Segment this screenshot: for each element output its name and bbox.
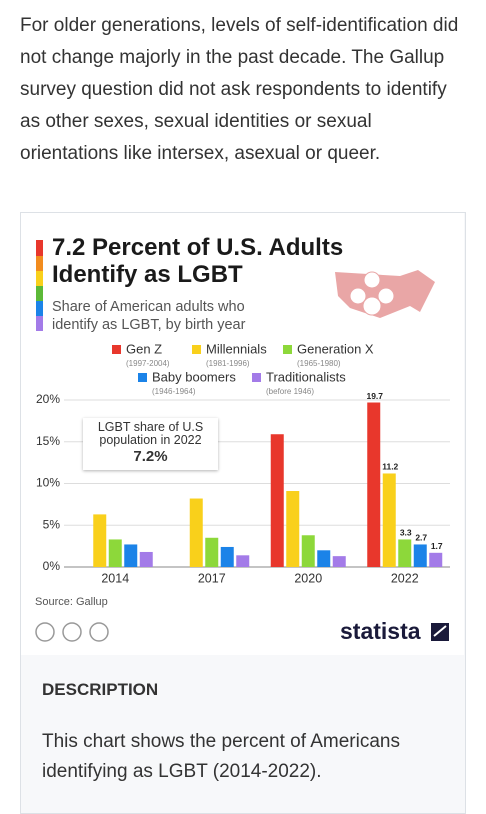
data-label: 11.2	[382, 462, 398, 472]
legend-swatch	[283, 345, 292, 354]
title-stripe	[36, 240, 43, 331]
y-tick-label: 10%	[36, 476, 60, 490]
legend-years: (before 1946)	[266, 387, 314, 396]
y-tick-label: 0%	[43, 559, 61, 573]
brand-logo	[429, 621, 451, 643]
legend-years: (1946-1964)	[152, 387, 196, 396]
bar	[236, 555, 250, 567]
x-tick-label: 2017	[198, 571, 226, 585]
annotation-text: LGBT share of U.S population in 2022	[97, 420, 204, 447]
bar	[382, 473, 396, 567]
chart-title: 7.2 Percent of U.S. Adults Identify as L…	[52, 234, 344, 288]
bar	[317, 550, 331, 567]
legend-label: Baby boomers	[152, 369, 236, 384]
bar	[220, 546, 234, 567]
bar	[413, 544, 427, 567]
legend-label: Generation X	[297, 341, 374, 356]
description-text: This chart shows the percent of American…	[42, 731, 400, 782]
bar	[286, 491, 300, 567]
legend-label: Millennials	[206, 341, 267, 356]
intro-text: For older generations, levels of self-id…	[20, 15, 459, 164]
bar	[301, 535, 315, 567]
data-label: 1.7	[431, 541, 443, 551]
bar	[189, 498, 203, 567]
legend-years: (1965-1980)	[297, 359, 341, 368]
brand: statista	[340, 618, 421, 644]
bar	[108, 539, 122, 567]
annotation: LGBT share of U.S population in 2022 7.2%	[83, 418, 218, 470]
annotation-value: 7.2%	[133, 448, 168, 465]
bar	[205, 537, 219, 567]
description-heading: DESCRIPTION	[42, 680, 159, 699]
source: Source: Gallup	[35, 596, 108, 608]
legend-label: Traditionalists	[266, 369, 346, 384]
x-tick-label: 2020	[294, 571, 322, 585]
map-icon	[335, 270, 435, 318]
y-tick-label: 20%	[36, 392, 60, 406]
bar	[398, 539, 412, 567]
legend-swatch	[252, 373, 261, 382]
bar	[93, 514, 107, 567]
legend-years: (1981-1996)	[206, 359, 250, 368]
data-label: 3.3	[400, 528, 412, 538]
chart-subtitle: Share of American adults who identify as…	[52, 299, 246, 333]
bar	[270, 434, 284, 567]
y-tick-label: 5%	[43, 517, 61, 531]
bar	[124, 544, 138, 567]
y-tick-label: 15%	[36, 434, 60, 448]
license-icons	[35, 622, 109, 642]
legend-swatch	[192, 345, 201, 354]
data-label: 19.7	[366, 391, 383, 401]
legend-label: Gen Z	[126, 341, 162, 356]
legend-swatch	[138, 373, 147, 382]
legend-years: (1997-2004)	[126, 359, 170, 368]
bar	[429, 552, 443, 567]
data-label: 2.7	[415, 533, 427, 543]
bar	[367, 402, 381, 567]
legend-swatch	[112, 345, 121, 354]
bar	[332, 556, 346, 567]
x-tick-label: 2014	[101, 571, 129, 585]
x-tick-label: 2022	[391, 571, 419, 585]
bar	[139, 551, 153, 567]
